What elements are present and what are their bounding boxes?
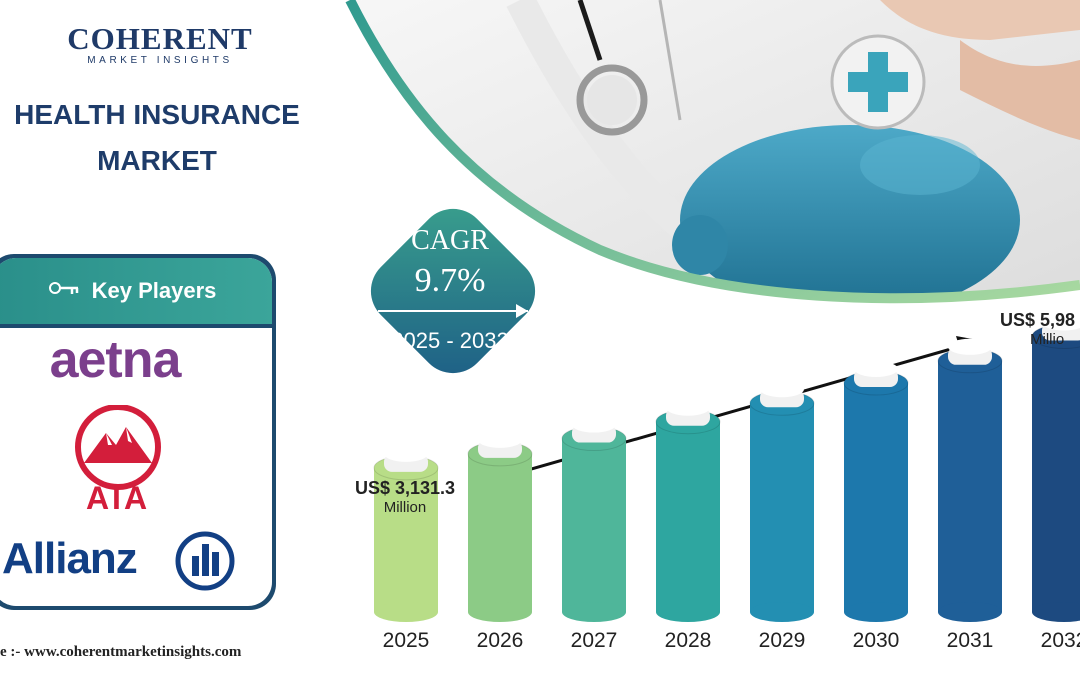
bar-body: [562, 438, 626, 612]
x-tick-label: 2027: [571, 629, 618, 652]
cagr-badge: [370, 208, 536, 374]
bar-2031: [937, 338, 1003, 622]
bar-cap-top: [478, 431, 522, 448]
bar-body: [656, 421, 720, 612]
bar-cap-top: [948, 338, 992, 355]
x-tick-label: 2026: [477, 629, 524, 652]
x-tick-label: 2029: [759, 629, 806, 652]
bar-2027: [561, 416, 627, 622]
allianz-symbol-icon: [175, 531, 235, 591]
logo-brand: COHERENT: [67, 21, 253, 56]
start-value: US$ 3,131.3: [354, 478, 456, 498]
bar-cap-top: [384, 445, 428, 462]
bar-2026: [467, 431, 533, 622]
bar-2032: [1031, 314, 1080, 622]
bar-base: [562, 602, 626, 622]
title-line-1: HEALTH INSURANCE: [14, 99, 300, 130]
cagr-label: CAGR: [411, 225, 489, 256]
bar-body: [1032, 336, 1080, 612]
bar-base: [374, 602, 438, 622]
bar-body: [844, 382, 908, 612]
cagr-value: 9.7%: [414, 262, 486, 299]
bar-cap-top: [1042, 314, 1080, 331]
bar-2025: [373, 445, 439, 622]
bar-2029: [749, 381, 815, 622]
source-url: e :- www.coherentmarketinsights.com: [0, 644, 242, 660]
logo-tagline: MARKET INSIGHTS: [87, 55, 233, 66]
bar-base: [656, 602, 720, 622]
bar-2030: [843, 360, 909, 622]
page-title: HEALTH INSURANCE MARKET: [0, 92, 322, 184]
start-unit: Million: [383, 499, 427, 516]
aetna-logo: aetna: [49, 331, 182, 389]
bar-body: [374, 467, 438, 612]
end-unit: Millio: [1030, 331, 1065, 348]
start-value-label: US$ 3,131.3 Million: [340, 478, 470, 516]
bar-body: [468, 453, 532, 612]
cagr-period: 2025 - 2032: [391, 328, 509, 353]
x-tick-label: 2031: [947, 629, 994, 652]
bar-body: [750, 403, 814, 612]
bar-base: [750, 602, 814, 622]
bar-base: [938, 602, 1002, 622]
allianz-logo: Allianz: [2, 534, 138, 583]
end-value: US$ 5,98: [1000, 310, 1076, 330]
handshake-icon: [48, 275, 82, 307]
bar-cap-top: [854, 360, 898, 377]
bar-cap-top: [760, 381, 804, 398]
x-tick-label: 2028: [665, 629, 712, 652]
bar-cap-top: [572, 416, 616, 433]
key-players-header: Key Players: [0, 258, 272, 324]
bar-2028: [655, 399, 721, 622]
x-tick-label: 2025: [383, 629, 430, 652]
title-line-2: MARKET: [97, 145, 217, 176]
key-players-title: Key Players: [91, 278, 217, 303]
bar-body: [938, 360, 1002, 612]
end-value-label: US$ 5,98 Millio: [1000, 310, 1080, 348]
bar-base: [1032, 602, 1080, 622]
bar-cap-top: [666, 399, 710, 416]
company-logo: COHERENT MARKET INSIGHTS: [40, 22, 280, 72]
bar-base: [844, 602, 908, 622]
aia-logo: AIA: [75, 405, 161, 513]
x-tick-label: 2032: [1041, 629, 1080, 652]
bar-base: [468, 602, 532, 622]
aia-logo-text: AIA: [86, 480, 150, 513]
x-tick-label: 2030: [853, 629, 900, 652]
